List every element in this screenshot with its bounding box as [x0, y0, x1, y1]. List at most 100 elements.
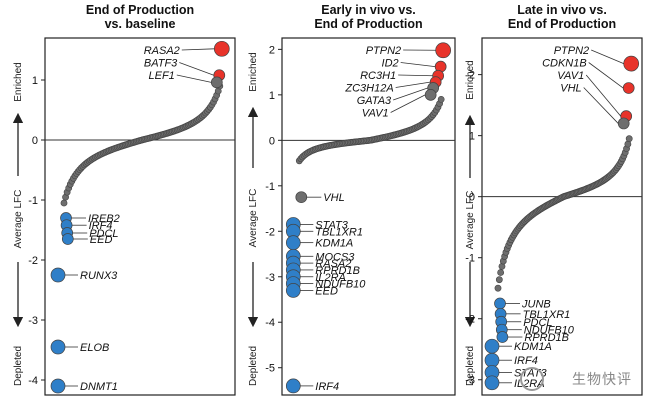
label-leader	[393, 87, 428, 101]
gene-label: VHL	[560, 83, 581, 95]
highlight-point	[622, 82, 635, 94]
gene-label: LEF1	[149, 70, 175, 82]
gene-label: GATA3	[357, 95, 392, 107]
gene-label: IL2RA	[315, 272, 346, 284]
gene-label: TBL1XR1	[523, 309, 571, 321]
y-tick-label: -1	[465, 253, 475, 265]
highlight-point	[496, 331, 509, 343]
y-tick-label: 0	[469, 192, 475, 204]
panel-3: Late in vivo vs.End of Production 2 1 0 -1 -2…	[465, 3, 643, 396]
highlight-point	[50, 267, 66, 283]
label-leader	[585, 74, 622, 117]
y-axis-top-label: Enriched	[13, 62, 24, 101]
watermark-logo-icon	[520, 367, 544, 391]
label-leader	[395, 81, 431, 88]
y-axis-descriptor: Enriched Average LFC Depleted	[12, 62, 24, 386]
highlight-point	[617, 117, 630, 130]
panel-2: Early in vivo vs.End of Production 2 1 0 -1 -…	[265, 3, 456, 396]
background-point	[495, 276, 503, 284]
gene-label: PTPN2	[554, 45, 589, 57]
y-tick-label: 0	[32, 135, 38, 147]
y-tick-label: 2	[469, 70, 475, 82]
highlight-point	[213, 40, 230, 57]
panel-title-line: Early in vivo vs.	[321, 3, 416, 17]
gene-label: MOCS3	[315, 251, 355, 263]
watermark: 生物快评	[572, 372, 632, 388]
background-point	[625, 135, 633, 143]
y-tick-label: -5	[265, 363, 275, 375]
background-point	[494, 284, 502, 292]
gene-label: CDKN1B	[542, 58, 587, 70]
label-leader	[390, 94, 426, 113]
label-leader	[583, 87, 619, 124]
gene-label: ELOB	[80, 342, 109, 354]
label-leader	[400, 62, 436, 68]
gene-label: PTPN2	[366, 45, 401, 57]
gene-label: PDCL	[523, 317, 552, 329]
y-tick-label: -2	[465, 314, 475, 326]
gene-label: NDUFB10	[315, 279, 366, 291]
gene-label: ID2	[382, 58, 399, 70]
label-leader	[591, 49, 624, 64]
label-leader	[181, 48, 215, 51]
highlight-point	[50, 339, 66, 355]
highlight-point	[435, 42, 452, 59]
gene-label: IRF4	[89, 220, 113, 232]
gene-label: RPRD1B	[315, 265, 360, 277]
panel-title-line: End of Production	[86, 3, 194, 17]
gene-label: PDCL	[89, 228, 118, 240]
gene-label: JUNB	[521, 298, 551, 310]
y-axis-bottom-label-3: Depleted	[465, 346, 476, 386]
gene-label: RASA2	[144, 45, 180, 57]
y-axis-descriptor-panel2: Enriched Average LFC Depleted	[247, 52, 259, 386]
label-leader	[176, 74, 212, 83]
y-tick-label: -1	[265, 181, 275, 193]
highlight-point	[295, 191, 308, 204]
background-point	[497, 269, 505, 276]
highlight-point	[494, 297, 506, 310]
gene-label: VAV1	[557, 70, 584, 82]
y-tick-label: -2	[28, 255, 38, 267]
panel-frame	[481, 37, 643, 396]
gene-label: RUNX3	[80, 270, 118, 282]
panel-title-line: vs. baseline	[105, 17, 176, 31]
gene-label: EED	[315, 285, 338, 297]
panel-title-line: Late in vivo vs.	[517, 3, 607, 17]
y-axis-bottom-label-2: Depleted	[248, 346, 259, 386]
gene-label: BATF3	[144, 58, 178, 70]
y-tick-label: -3	[465, 375, 475, 387]
y-tick-label: 0	[269, 135, 275, 147]
highlight-point	[210, 76, 223, 89]
gene-label: VAV1	[362, 108, 389, 120]
y-axis-bottom-label: Depleted	[13, 346, 24, 386]
gene-label: IRF4	[514, 355, 538, 367]
gene-label: VHL	[323, 192, 344, 204]
gene-label: RC3H1	[360, 70, 396, 82]
label-leader	[588, 62, 624, 89]
highlight-point	[285, 235, 301, 250]
y-tick-label: -2	[265, 226, 275, 238]
highlight-point	[285, 283, 301, 298]
highlight-point	[484, 338, 500, 354]
highlight-point	[424, 88, 437, 101]
y-tick-label: -4	[265, 317, 275, 329]
gene-label: KDM1A	[514, 341, 552, 353]
y-axis-top-label-2: Enriched	[248, 52, 259, 91]
gene-label: IRF4	[315, 381, 339, 393]
y-axis-label-2: Average LFC	[248, 189, 259, 248]
highlight-point	[61, 233, 74, 245]
highlight-point	[285, 378, 301, 394]
gene-label: IREB2	[88, 213, 120, 225]
gene-label: RPRD1B	[524, 332, 569, 344]
y-tick-label: -4	[28, 375, 38, 387]
y-axis-descriptor-panel3: Enriched Average LFC Depleted	[464, 60, 476, 386]
y-axis-top-label-3: Enriched	[465, 60, 476, 99]
panel-title-line: End of Production	[508, 17, 616, 31]
highlight-point	[484, 375, 500, 391]
y-tick-label: 1	[269, 90, 275, 102]
gene-label: KDM1A	[315, 238, 353, 250]
gene-label: NDUFB10	[524, 325, 575, 337]
y-tick-label: -3	[28, 315, 38, 327]
y-tick-label: 1	[32, 75, 38, 87]
